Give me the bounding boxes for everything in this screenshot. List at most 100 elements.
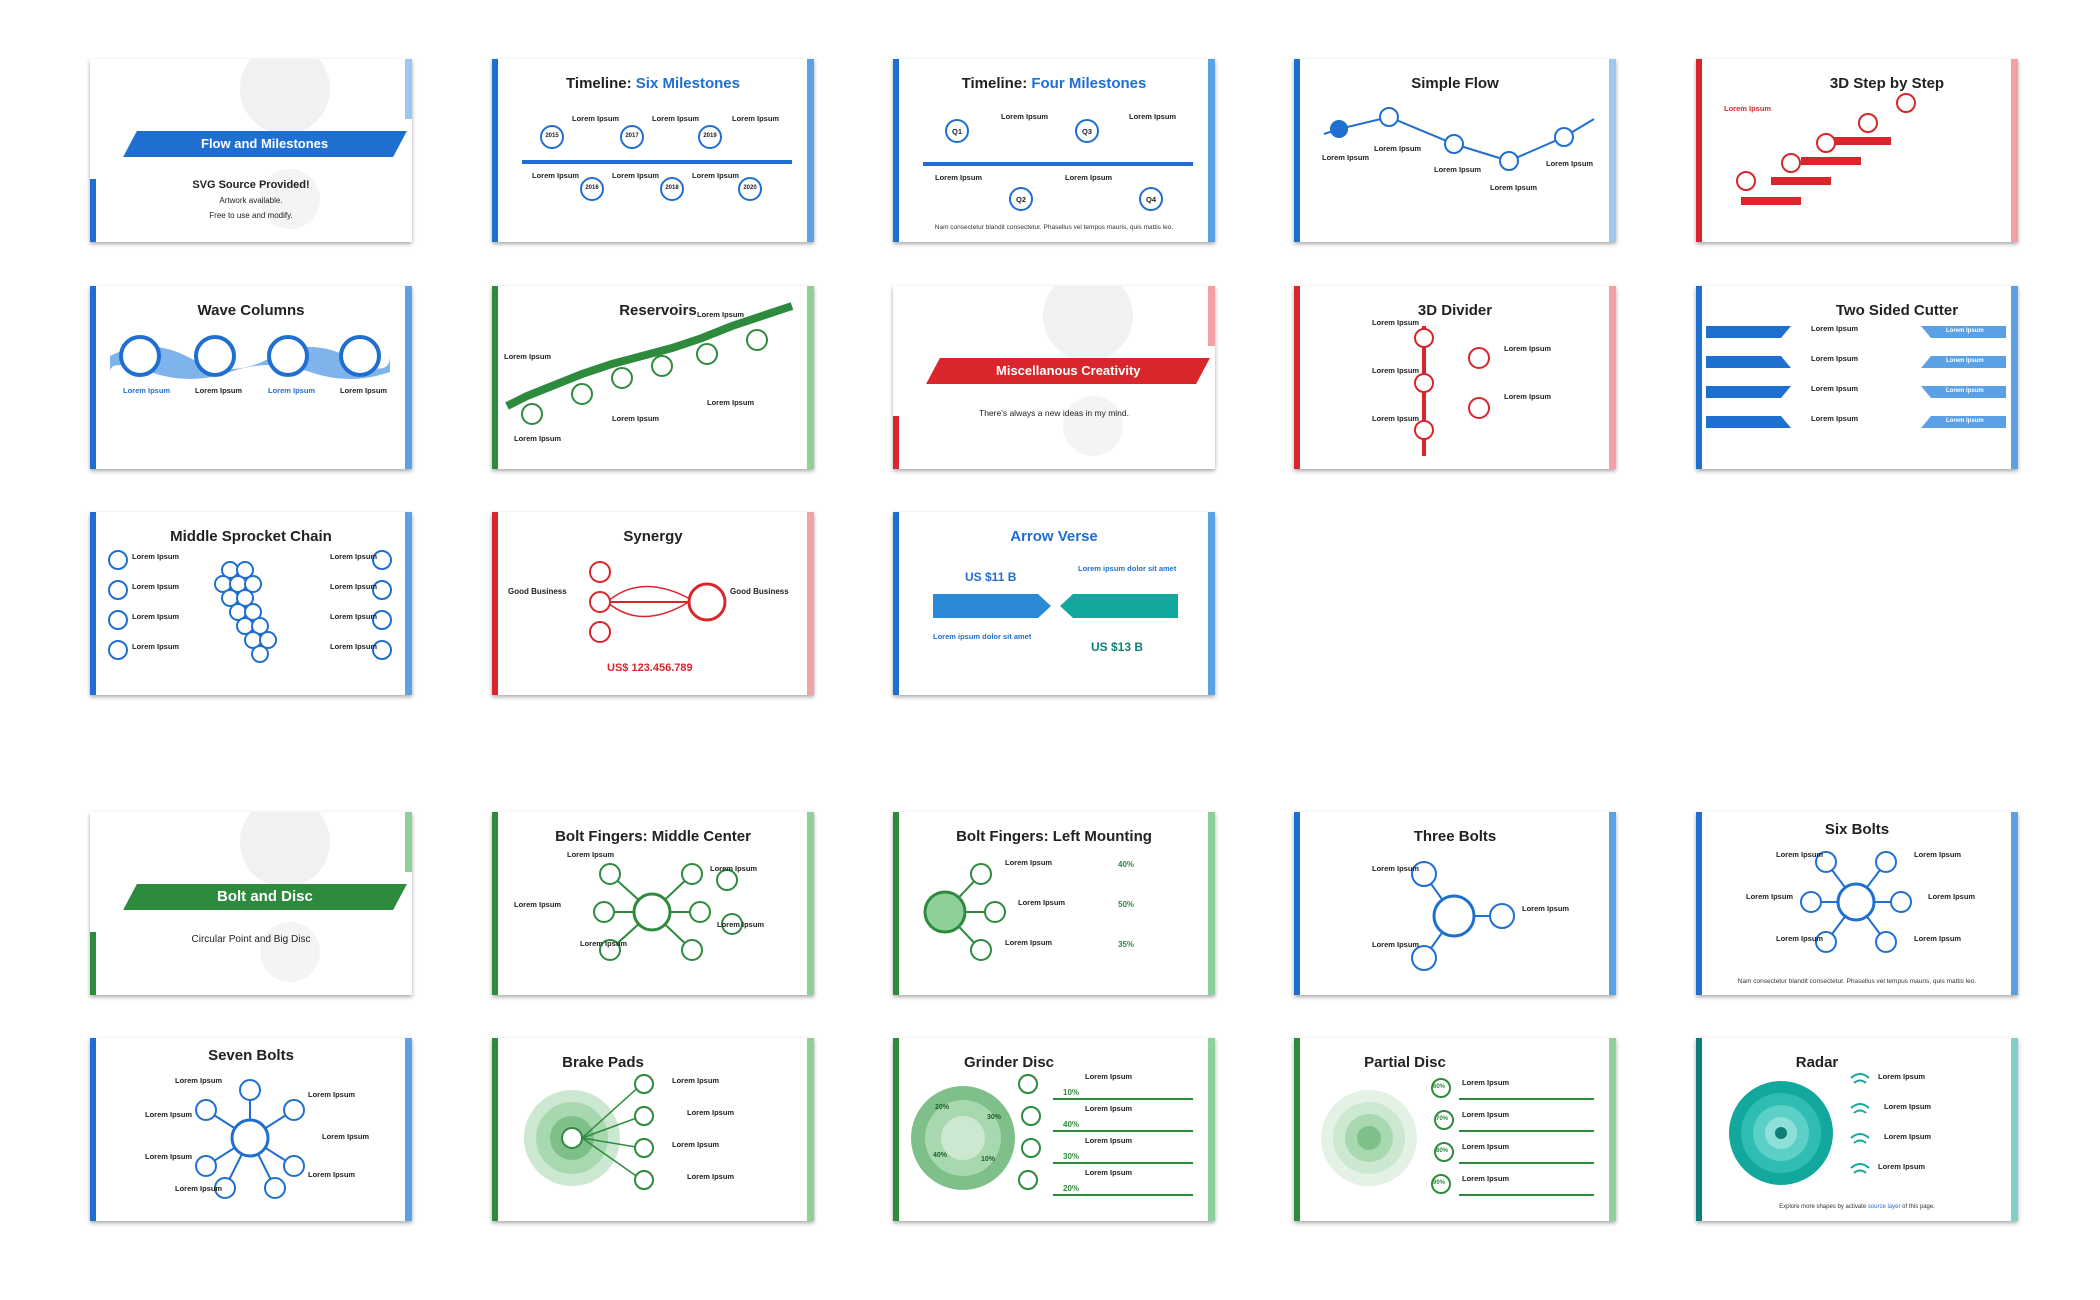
bolt-graphic — [593, 863, 743, 961]
percent-label: 70% — [1436, 1116, 1449, 1122]
accent-bar — [492, 512, 498, 695]
accent-bar — [1208, 59, 1215, 242]
slide-bolt-fingers-left-mounting[interactable]: Bolt Fingers: Left Mounting Lorem Ipsum … — [893, 812, 1215, 995]
percent-label: 40% — [1063, 1120, 1080, 1129]
steps-graphic — [1736, 93, 1916, 205]
item-label: Lorem Ipsum — [132, 552, 180, 561]
accent-bar — [893, 512, 899, 695]
item-label: Lorem Ipsum — [1724, 104, 1772, 113]
item-label: Lorem Ipsum — [672, 1076, 720, 1085]
slide-six-bolts[interactable]: Six Bolts Lorem Ipsum Lorem Ipsum Lorem … — [1696, 812, 2018, 995]
ring-label: 30% — [987, 1114, 1002, 1121]
flow-graphic — [1323, 107, 1595, 171]
slide-seven-bolts[interactable]: Seven Bolts Lorem Ipsum Lorem Ipsum Lore… — [90, 1038, 412, 1221]
left-label: Good Business — [508, 587, 567, 596]
slide-radar[interactable]: Radar Lorem Ipsum Lorem Ipsum Lorem Ipsu… — [1696, 1038, 2018, 1221]
slide-three-bolts[interactable]: Three Bolts Lorem Ipsum Lorem Ipsum Lore… — [1294, 812, 1616, 995]
slide-3d-step-by-step[interactable]: 3D Step by Step Lorem Ipsum — [1696, 59, 2018, 242]
item-label: Lorem Ipsum — [132, 642, 180, 651]
slide-title: Six Bolts — [1824, 821, 1890, 838]
accent-bar — [1696, 812, 1702, 995]
item-label: Lorem Ipsum — [1504, 344, 1552, 353]
item-label: Lorem Ipsum — [1462, 1110, 1510, 1119]
partial-disc-graphic — [1321, 1078, 1594, 1196]
item-label: Lorem Ipsum — [580, 939, 628, 948]
item-label: Lorem Ipsum — [1372, 414, 1420, 423]
item-label: Lorem Ipsum — [1946, 328, 1984, 334]
item-label: Lorem Ipsum — [1085, 1168, 1133, 1177]
item-label: Lorem Ipsum — [1776, 934, 1824, 943]
accent-bar — [1208, 512, 1215, 695]
item-label: Lorem Ipsum — [1434, 165, 1482, 174]
item-label: Lorem Ipsum — [1878, 1072, 1926, 1081]
decor-circles — [240, 812, 330, 982]
slide-reservoirs[interactable]: Reservoirs Lorem Ipsum Lorem Ipsum Lorem… — [492, 286, 814, 469]
slide-title: Synergy — [623, 528, 683, 545]
item-label: Lorem Ipsum — [132, 582, 180, 591]
item-label: Lorem Ipsum — [612, 414, 660, 423]
slide-wave-columns[interactable]: Wave Columns Lorem Ipsum Lorem Ipsum Lor… — [90, 286, 412, 469]
subtitle: Free to use and modify. — [209, 211, 293, 220]
percent-label: 80% — [1436, 1148, 1449, 1154]
radar-graphic — [1729, 1073, 1870, 1185]
item-label: Lorem Ipsum — [330, 612, 378, 621]
item-label: Lorem Ipsum — [504, 352, 552, 361]
item-label: Lorem Ipsum — [692, 171, 740, 180]
slide-brake-pads[interactable]: Brake Pads Lorem Ipsum Lorem Ipsum Lorem… — [492, 1038, 814, 1221]
ring-label: 20% — [935, 1104, 950, 1111]
slide-middle-sprocket-chain[interactable]: Middle Sprocket Chain Lorem Ipsum Lorem … — [90, 512, 412, 695]
accent-bar — [1609, 812, 1616, 995]
amount: US$ 123.456.789 — [607, 662, 693, 674]
item-label: Lorem Ipsum — [687, 1172, 735, 1181]
item-label: Lorem Ipsum — [697, 310, 745, 319]
item-label: Lorem Ipsum — [707, 398, 755, 407]
right-value: US $13 B — [1091, 640, 1144, 654]
item-label: Lorem Ipsum — [1005, 938, 1053, 947]
divider-graphic — [1414, 326, 1490, 456]
item-label: Lorem Ipsum — [1372, 864, 1420, 873]
accent-bar — [807, 59, 814, 242]
cutter-graphic — [1706, 326, 2006, 428]
slide-title: 3D Step by Step — [1829, 75, 1945, 92]
percent-label: 60% — [1433, 1084, 1446, 1090]
item-label: Lorem Ipsum — [672, 1140, 720, 1149]
slide-synergy[interactable]: Synergy Good Business Good Business US$ … — [492, 512, 814, 695]
slide-simple-flow[interactable]: Simple Flow Lorem Ipsum Lorem Ipsum Lore… — [1294, 59, 1616, 242]
footnote: Nam consectetur blandit consectetur. Pha… — [1737, 978, 1977, 985]
slide-3d-divider[interactable]: 3D Divider Lorem Ipsum Lorem Ipsum Lorem… — [1294, 286, 1616, 469]
subtitle: There's always a new ideas in my mind. — [979, 408, 1129, 418]
slide-two-sided-cutter[interactable]: Two Sided Cutter Lorem Ipsum Lorem Ipsum… — [1696, 286, 2018, 469]
accent-bar — [492, 1038, 498, 1221]
slide-grinder-disc[interactable]: Grinder Disc 20% 30% 40% 10% 10% 40% 30%… — [893, 1038, 1215, 1221]
slide-title: Wave Columns — [197, 302, 305, 319]
column-label: Lorem Ipsum — [268, 386, 316, 395]
slide-arrow-verse[interactable]: Arrow Verse US $11 B US $13 B Lorem ipsu… — [893, 512, 1215, 695]
grinder-graphic — [911, 1074, 1193, 1196]
footnote-part: Explore more shapes by activate — [1779, 1204, 1868, 1210]
slide-bolt-and-disc[interactable]: Bolt and Disc Circular Point and Big Dis… — [90, 812, 412, 995]
slide-miscellanous-creativity[interactable]: Miscellanous Creativity There's always a… — [893, 286, 1215, 469]
title-highlight: Four Milestones — [1031, 75, 1147, 92]
accent-bar — [1609, 1038, 1616, 1221]
slide-bolt-fingers-middle-center[interactable]: Bolt Fingers: Middle Center Lorem Ipsum … — [492, 812, 814, 995]
slide-timeline-four-milestones[interactable]: Timeline: Four Milestones Q1 Q2 Q3 Q4 Lo… — [893, 59, 1215, 242]
year-label: 2018 — [665, 185, 679, 191]
slide-timeline-six-milestones[interactable]: Timeline: Six Milestones 2015 2016 2017 … — [492, 59, 814, 242]
footnote: Nam consectetur blandit consectetur. Pha… — [934, 224, 1174, 231]
item-label: Lorem Ipsum — [1504, 392, 1552, 401]
accent-bar — [893, 59, 899, 242]
year-label: 2017 — [625, 133, 639, 139]
item-label: Lorem Ipsum — [612, 171, 660, 180]
item-label: Lorem Ipsum — [1884, 1132, 1932, 1141]
slide-title: Simple Flow — [1411, 75, 1499, 92]
item-label: Lorem Ipsum — [330, 642, 378, 651]
item-label: Lorem Ipsum — [1811, 384, 1859, 393]
slide-title: Grinder Disc — [963, 1054, 1055, 1071]
item-label: Lorem Ipsum — [145, 1110, 193, 1119]
bolt-graphic — [1411, 861, 1515, 971]
slide-flow-and-milestones[interactable]: Flow and Milestones SVG Source Provided!… — [90, 59, 412, 242]
percent-label: 20% — [1063, 1184, 1080, 1193]
item-label: Lorem Ipsum — [1884, 1102, 1932, 1111]
accent-bar — [492, 812, 498, 995]
slide-partial-disc[interactable]: Partial Disc 60% 70% 80% 90% Lorem Ipsum… — [1294, 1038, 1616, 1221]
